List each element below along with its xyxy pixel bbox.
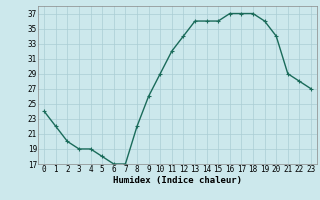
X-axis label: Humidex (Indice chaleur): Humidex (Indice chaleur) (113, 176, 242, 185)
